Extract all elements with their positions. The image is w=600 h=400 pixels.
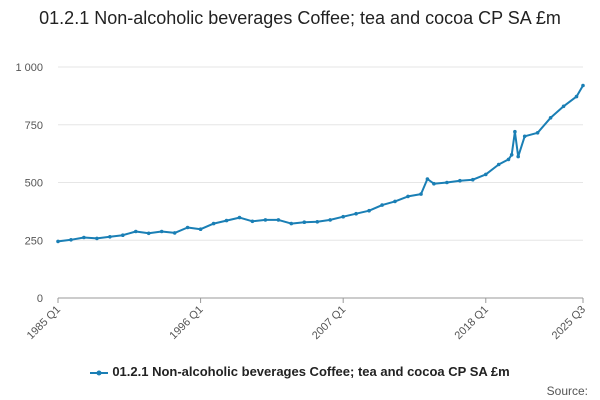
- legend: 01.2.1 Non-alcoholic beverages Coffee; t…: [0, 364, 600, 379]
- data-point: [548, 116, 553, 120]
- tick-labels: 0 250 500 750 1 000 1985 Q1 1996 Q1 2007 Q1 2018…: [15, 62, 588, 342]
- chart-title: 01.2.1 Non-alcoholic beverages Coffee; t…: [39, 8, 561, 28]
- x-tick-label: 1996 Q1: [167, 304, 205, 342]
- data-point: [561, 104, 566, 109]
- data-point: [496, 162, 501, 167]
- data-point: [509, 153, 514, 157]
- data-point: [263, 218, 268, 222]
- data-point: [172, 231, 177, 235]
- data-point: [289, 221, 294, 226]
- data-point: [302, 220, 307, 224]
- data-point: [95, 236, 99, 241]
- data-point: [276, 218, 281, 222]
- data-point: [513, 129, 517, 134]
- data-point: [367, 208, 371, 213]
- data-point: [354, 211, 358, 216]
- x-tick-label: 2018 Q1: [453, 304, 491, 342]
- data-point: [82, 235, 86, 240]
- data-point: [328, 218, 333, 222]
- data-point: [406, 194, 410, 199]
- axes: [57, 297, 584, 303]
- data-point: [108, 235, 112, 239]
- data-point: [250, 219, 255, 224]
- source-label: Source:: [546, 384, 588, 398]
- data-point: [425, 177, 430, 181]
- data-point: [432, 181, 436, 186]
- data-point: [198, 227, 203, 231]
- data-point: [380, 203, 384, 207]
- data-point: [506, 157, 511, 162]
- data-point: [341, 214, 346, 219]
- data-point: [393, 199, 397, 204]
- data-point: [211, 221, 216, 226]
- x-tick-label: 1985 Q1: [25, 304, 63, 342]
- data-point: [445, 180, 449, 185]
- series-line-0: [57, 84, 584, 243]
- data-point: [535, 131, 540, 135]
- y-tick-label: 1 000: [15, 62, 43, 74]
- data-point: [419, 192, 423, 196]
- data-point: [581, 83, 585, 88]
- data-point: [315, 220, 320, 224]
- y-tick-label: 750: [25, 120, 43, 132]
- data-point: [522, 134, 527, 139]
- data-point: [237, 215, 242, 220]
- series-layer: [56, 83, 585, 244]
- data-point: [458, 178, 462, 183]
- legend-entry-label: 01.2.1 Non-alcoholic beverages Coffee; t…: [112, 364, 510, 379]
- x-tick-label: 2025 Q3: [550, 304, 588, 342]
- y-tick-label: 250: [25, 235, 43, 247]
- x-tick-label: 2007 Q1: [310, 304, 348, 342]
- data-point: [134, 229, 138, 234]
- data-point: [159, 229, 164, 234]
- data-point: [121, 233, 125, 237]
- data-point: [146, 231, 151, 236]
- data-point: [471, 177, 475, 182]
- data-point: [69, 238, 73, 242]
- data-point: [516, 154, 520, 159]
- legend-line-swatch: [90, 370, 109, 376]
- data-point: [574, 94, 579, 99]
- data-point: [484, 172, 488, 177]
- y-tick-label: 0: [37, 293, 43, 305]
- data-point: [56, 239, 60, 244]
- data-point: [185, 225, 190, 230]
- data-point: [224, 218, 229, 223]
- gridlines: [58, 66, 583, 299]
- y-tick-label: 500: [25, 178, 43, 190]
